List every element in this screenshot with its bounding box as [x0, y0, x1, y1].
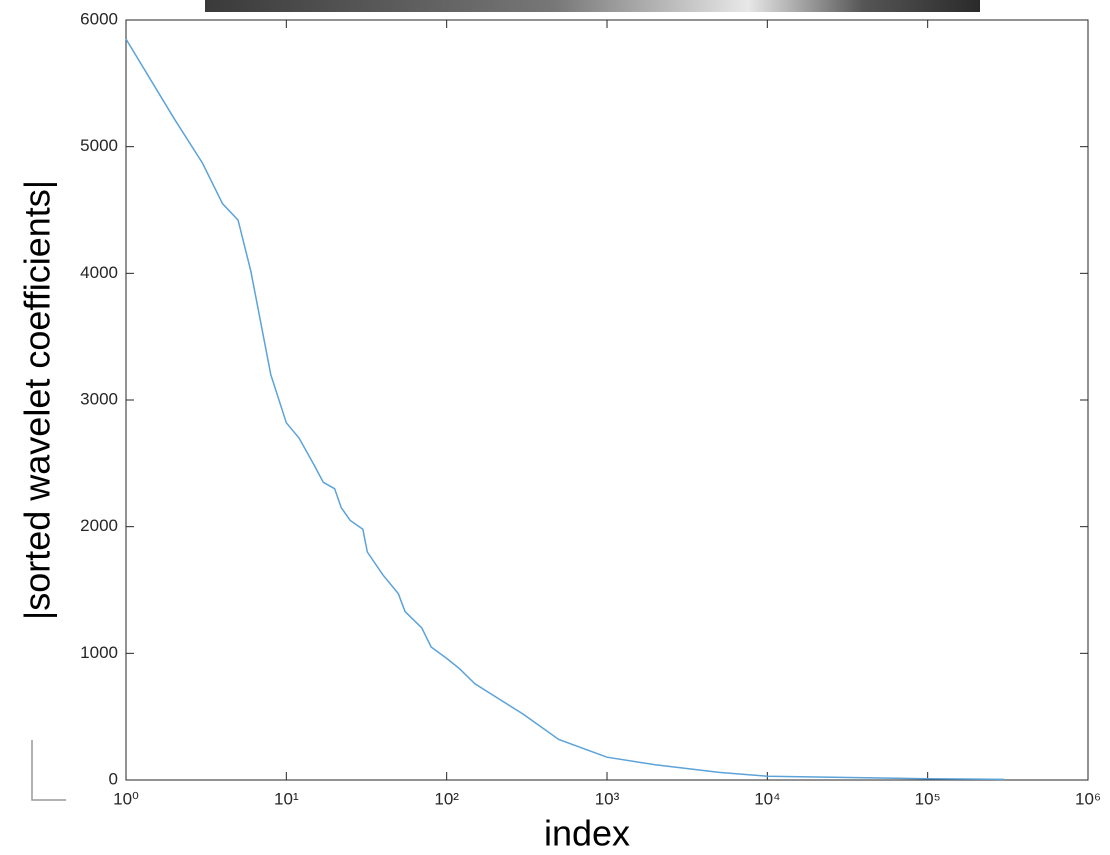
y-tick-label: 5000 — [80, 136, 118, 155]
y-tick-label: 0 — [109, 769, 118, 788]
x-tick-label: 10⁰ — [113, 789, 139, 808]
image-strip — [205, 0, 980, 12]
plot-frame — [125, 19, 1089, 781]
bracket-glyph — [31, 740, 66, 801]
y-tick-label: 4000 — [80, 263, 118, 282]
y-axis-title: |sorted wavelet coefficients| — [17, 180, 58, 620]
y-tick-label: 3000 — [80, 389, 118, 408]
x-tick-label: 10² — [434, 789, 459, 808]
x-tick-label: 10¹ — [274, 789, 299, 808]
x-axis-title: index — [544, 813, 630, 854]
x-tick-label: 10⁵ — [915, 789, 941, 808]
y-tick-label: 6000 — [80, 9, 118, 28]
data-line — [125, 38, 1005, 781]
x-tick-label: 10⁴ — [754, 789, 780, 808]
x-tick-label: 10⁶ — [1075, 789, 1101, 808]
x-tick-label: 10³ — [595, 789, 620, 808]
y-tick-label: 1000 — [80, 643, 118, 662]
y-tick-label: 2000 — [80, 516, 118, 535]
